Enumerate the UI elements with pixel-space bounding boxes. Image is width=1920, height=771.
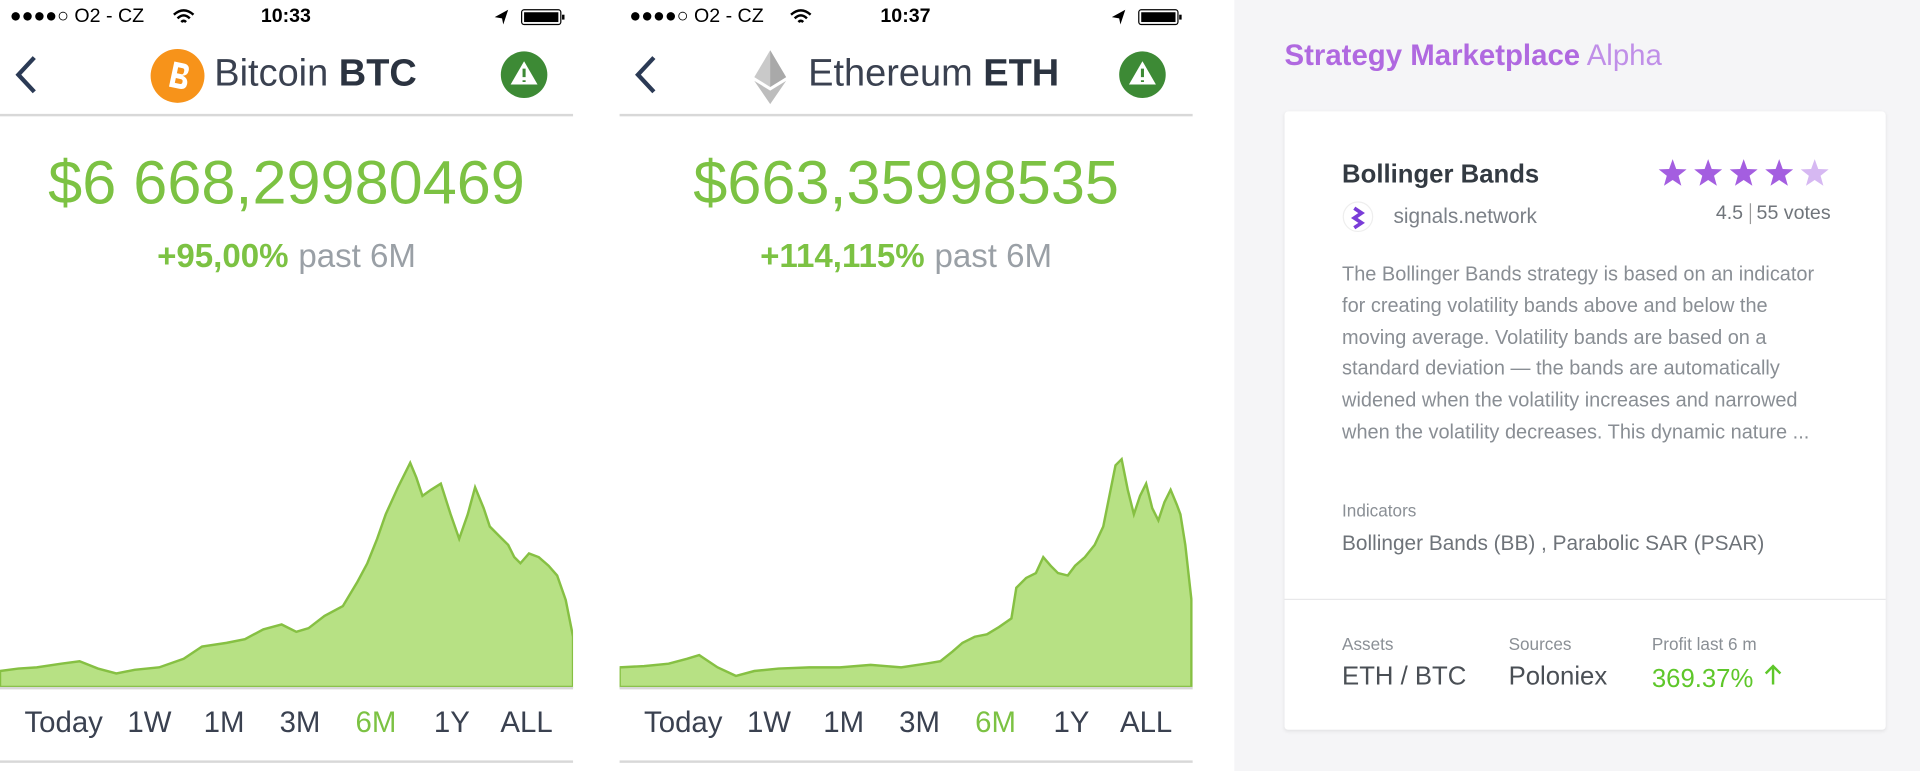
- profit-value: 369.37%: [1651, 664, 1754, 694]
- indicators: Bollinger Bands (BB) , Parabolic SAR (PS…: [1342, 531, 1765, 555]
- divider: [0, 113, 574, 117]
- range-option[interactable]: 3M: [279, 706, 321, 740]
- assets-label: Assets: [1342, 634, 1394, 654]
- up-arrow: [1764, 664, 1782, 685]
- sources: Poloniex: [1508, 662, 1608, 691]
- alert-button[interactable]: [500, 50, 549, 99]
- range-option[interactable]: 1M: [823, 706, 865, 740]
- change-value: +114,115%: [760, 237, 925, 275]
- rating-stars: [1658, 159, 1829, 186]
- time: 10:37: [880, 6, 931, 27]
- marketplace-title: Strategy Marketplace Alpha: [1284, 39, 1661, 73]
- divider: [619, 760, 1193, 763]
- marketplace-panel: Strategy Marketplace Alpha Bollinger Ban…: [1234, 0, 1920, 771]
- range-option[interactable]: ALL: [1119, 706, 1173, 740]
- range-option[interactable]: 3M: [899, 706, 941, 740]
- carrier: ●●●●○ O2 - CZ: [9, 6, 145, 27]
- coin-icon: [150, 48, 205, 103]
- price: $663,35998535: [693, 148, 1119, 217]
- coin-name: Bitcoin: [214, 51, 329, 95]
- wifi-icon: [173, 9, 195, 23]
- star: [1765, 159, 1794, 186]
- profit-label: Profit last 6 m: [1651, 634, 1757, 654]
- votes: 55 votes: [1749, 203, 1831, 225]
- star: [1800, 159, 1829, 186]
- indicators-label: Indicators: [1342, 500, 1417, 521]
- strategy-card[interactable]: Bollinger Bands signals.network 4.5 55 vo…: [1284, 111, 1886, 730]
- range-option[interactable]: Today: [24, 706, 103, 740]
- title-suffix: Alpha: [1586, 39, 1662, 73]
- period: past 6M: [934, 237, 1053, 275]
- price-chart: [0, 459, 574, 689]
- profit: 369.37%: [1652, 662, 1785, 694]
- battery-icon: [1111, 9, 1182, 26]
- star: [1729, 159, 1758, 186]
- range-option[interactable]: 1Y: [433, 706, 470, 740]
- change: +95,00% past 6M: [0, 238, 573, 276]
- title: Strategy Marketplace: [1284, 39, 1581, 73]
- range-option[interactable]: 1W: [127, 706, 172, 740]
- range-option[interactable]: Today: [644, 706, 723, 740]
- back-button[interactable]: [12, 55, 41, 97]
- star: [1694, 159, 1723, 186]
- time: 10:33: [260, 6, 311, 27]
- strategy-name: Bollinger Bands: [1342, 160, 1540, 189]
- coin-title: Ethereum ETH: [808, 51, 1059, 95]
- change: +114,115% past 6M: [620, 238, 1193, 276]
- phone: ●●●●○ O2 - CZ 10:33 Bitcoin BTC $6 668,2…: [0, 0, 574, 771]
- range-option[interactable]: 6M: [975, 706, 1016, 740]
- coin-symbol: BTC: [338, 51, 417, 95]
- divider: [0, 760, 574, 763]
- phone: ●●●●○ O2 - CZ 10:37 Ethereum ETH $663,35…: [619, 0, 1193, 771]
- source: signals.network: [1393, 204, 1537, 228]
- battery-icon: [494, 9, 565, 26]
- carrier: ●●●●○ O2 - CZ: [629, 6, 764, 27]
- coin-symbol: ETH: [983, 51, 1060, 95]
- range-option[interactable]: 1W: [746, 706, 792, 740]
- alert-button[interactable]: [1118, 50, 1167, 99]
- range-option[interactable]: 6M: [355, 706, 397, 740]
- price: $6 668,29980469: [48, 148, 525, 217]
- range-option[interactable]: 1Y: [1053, 706, 1090, 740]
- back-button[interactable]: [632, 55, 661, 97]
- range-option[interactable]: 1M: [203, 706, 245, 740]
- divider: [619, 113, 1193, 117]
- price-chart: [619, 456, 1193, 689]
- range-option[interactable]: ALL: [500, 706, 553, 740]
- assets: ETH / BTC: [1342, 662, 1467, 691]
- period: past 6M: [298, 237, 416, 275]
- coin-icon: [754, 50, 787, 105]
- source-icon: [1342, 201, 1374, 233]
- description: The Bollinger Bands strategy is based on…: [1342, 263, 1815, 444]
- change-value: +95,00%: [157, 237, 289, 275]
- star: [1658, 159, 1687, 186]
- coin-name: Ethereum: [808, 51, 973, 95]
- rating: 4.5: [1715, 203, 1744, 225]
- divider: [1284, 598, 1886, 601]
- divider: [0, 686, 574, 690]
- sources-label: Sources: [1508, 634, 1572, 654]
- coin-title: Bitcoin BTC: [214, 51, 417, 95]
- divider: [619, 686, 1193, 690]
- rating-info: 4.5 55 votes: [1716, 203, 1831, 225]
- wifi-icon: [790, 9, 812, 23]
